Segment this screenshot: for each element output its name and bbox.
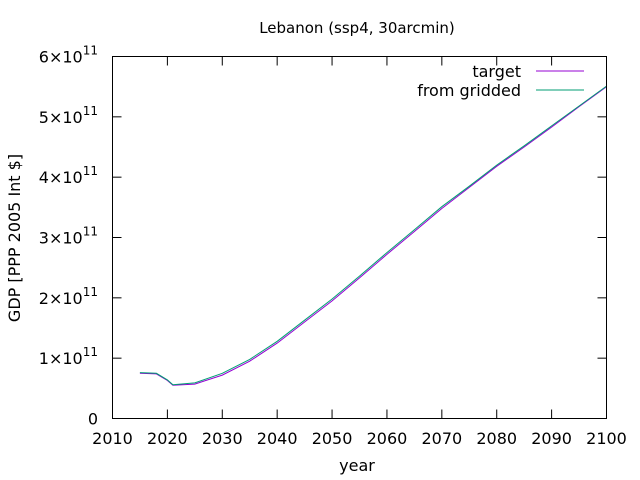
y-tick-label-exponent: 11 [83, 285, 98, 299]
x-axis-ticks: 2010 2020 2030 2040 2050 2060 2070 2080 2090 2100 [92, 56, 627, 448]
y-tick-label-mantissa: 2×10 [39, 289, 83, 308]
y-tick-label: 1×1011 [39, 345, 98, 368]
plot-frame [112, 56, 607, 419]
chart-title: Lebanon (ssp4, 30arcmin) [259, 19, 455, 37]
y-tick-label: 6×1011 [39, 44, 98, 67]
y-tick-label-mantissa: 1×10 [39, 349, 83, 368]
x-tick-label: 2040 [257, 429, 298, 448]
y-tick-label: 2×1011 [39, 285, 98, 308]
x-tick-label: 2050 [312, 429, 353, 448]
y-tick-label: 3×1011 [39, 225, 98, 248]
y-tick-label-mantissa: 4×10 [39, 168, 83, 187]
series-line-1 [139, 86, 607, 386]
y-tick-label-exponent: 11 [83, 104, 98, 118]
x-tick-label: 2080 [476, 429, 517, 448]
y-tick-label-mantissa: 5×10 [39, 108, 83, 127]
y-tick-label-mantissa: 3×10 [39, 229, 83, 248]
legend-label-2: from gridded [417, 81, 521, 100]
series-layer [139, 85, 607, 386]
y-tick-label: 0 [88, 410, 98, 429]
series-line-2 [139, 85, 607, 386]
legend-label-1: target [472, 62, 521, 81]
x-axis-label: year [339, 456, 375, 475]
y-tick-label: 4×1011 [39, 164, 98, 187]
y-tick-label-exponent: 11 [83, 44, 98, 58]
y-tick-label-mantissa: 0 [88, 410, 98, 429]
x-tick-label: 2070 [421, 429, 462, 448]
y-tick-label-exponent: 11 [83, 164, 98, 178]
y-axis-label: GDP [PPP 2005 Int $] [5, 154, 24, 322]
x-tick-label: 2010 [92, 429, 133, 448]
x-tick-label: 2090 [531, 429, 572, 448]
y-tick-label-exponent: 11 [83, 345, 98, 359]
y-tick-label: 5×1011 [39, 104, 98, 127]
x-tick-label: 2060 [367, 429, 408, 448]
x-tick-label: 2020 [147, 429, 188, 448]
x-tick-label: 2030 [202, 429, 243, 448]
y-tick-label-exponent: 11 [83, 225, 98, 239]
x-tick-label: 2100 [586, 429, 627, 448]
y-tick-label-mantissa: 6×10 [39, 48, 83, 67]
